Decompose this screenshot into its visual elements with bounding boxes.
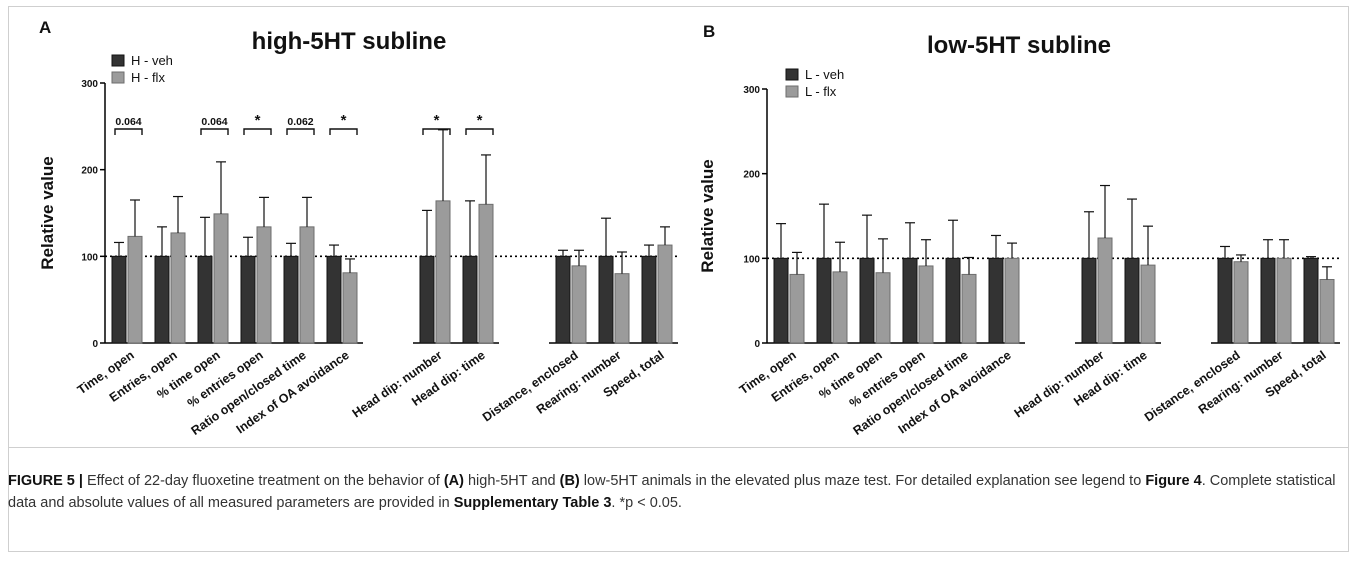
legend-label: L - veh [805, 67, 844, 82]
significance-label: 0.064 [115, 116, 141, 128]
bar [657, 244, 673, 344]
y-tick-label: 0 [92, 339, 98, 350]
bar [961, 273, 977, 344]
bar [789, 273, 805, 344]
caption-text-3: low-5HT animals in the elevated plus maz… [579, 473, 1146, 489]
y-tick-label: 100 [743, 254, 760, 265]
y-tick-label: 100 [81, 252, 98, 263]
legend-label: H - veh [131, 53, 173, 68]
legend-swatch [111, 54, 125, 67]
bar [598, 255, 614, 344]
caption-text-1: Effect of 22-day fluoxetine treatment on… [82, 473, 444, 489]
panel-label-A: A [39, 18, 51, 37]
significance-label: * [341, 112, 347, 129]
bar [111, 255, 127, 344]
caption-supplementary-ref: Supplementary Table 3 [453, 495, 612, 511]
bar [326, 255, 342, 344]
bar [918, 265, 934, 344]
significance-bracket [114, 128, 143, 135]
significance-bracket [422, 128, 451, 135]
bar [154, 255, 170, 344]
x-tick-label: Head dip: time [409, 348, 488, 409]
bar [462, 255, 478, 344]
legend-swatch [111, 71, 125, 84]
y-axis-label: Relative value [38, 156, 57, 269]
significance-bracket [465, 128, 494, 135]
bar [256, 226, 272, 344]
significance-bracket [243, 128, 272, 135]
bar [1004, 257, 1020, 344]
caption-label: FIGURE 5 | [8, 473, 83, 489]
chart-title: low-5HT subline [927, 32, 1111, 59]
bar [342, 272, 358, 344]
bar [1081, 257, 1097, 344]
bar [283, 255, 299, 344]
bar [1140, 264, 1156, 344]
significance-label: * [255, 112, 261, 129]
legend-swatch [785, 85, 799, 98]
y-tick-label: 200 [81, 166, 98, 177]
legend-swatch [785, 68, 799, 81]
chart-title: high-5HT subline [252, 28, 447, 55]
legend-label: H - flx [131, 70, 165, 85]
bar [478, 203, 494, 344]
bar [816, 257, 832, 344]
significance-label: * [434, 112, 440, 129]
significance-label: 0.064 [201, 116, 227, 128]
significance-label: 0.062 [287, 116, 313, 128]
bar [213, 213, 229, 344]
y-tick-label: 300 [743, 85, 760, 96]
bar [1124, 257, 1140, 344]
significance-bracket [329, 128, 358, 135]
bar [1276, 257, 1292, 344]
bar [1319, 279, 1335, 344]
bar [832, 271, 848, 344]
caption-text-4: . Complete statistical data and absolute… [8, 473, 1336, 511]
bar [773, 257, 789, 344]
caption-ref-b: (B) [559, 473, 580, 489]
significance-label: * [477, 112, 483, 129]
significance-bracket [286, 128, 315, 135]
bar [1260, 257, 1276, 344]
bar [902, 257, 918, 344]
bar [299, 226, 315, 344]
bar [859, 257, 875, 344]
bar [1097, 237, 1113, 344]
bar [1303, 257, 1319, 344]
y-axis-label: Relative value [698, 159, 717, 272]
bar [875, 272, 891, 344]
x-tick-label: Head dip: time [1071, 348, 1150, 409]
bar [614, 273, 630, 344]
bar [1217, 257, 1233, 344]
bar [197, 255, 213, 344]
bar [571, 265, 587, 344]
caption-box [8, 446, 1349, 552]
bar [555, 255, 571, 344]
bar [1233, 261, 1249, 344]
bar [435, 200, 451, 344]
y-tick-label: 300 [81, 79, 98, 90]
bar [170, 232, 186, 344]
caption-text-2: high-5HT and [463, 473, 560, 489]
caption-text-5: . *p < 0.05. [611, 495, 682, 511]
figure-caption: FIGURE 5 | Effect of 22-day fluoxetine t… [8, 470, 1338, 514]
bar [240, 255, 256, 344]
y-tick-label: 200 [743, 170, 760, 181]
bar [945, 257, 961, 344]
bar [127, 235, 143, 344]
caption-figure-ref: Figure 4 [1145, 473, 1202, 489]
bar [419, 255, 435, 344]
caption-ref-a: (A) [443, 473, 464, 489]
y-tick-label: 0 [754, 339, 760, 350]
bar [641, 255, 657, 344]
panel-label-B: B [703, 22, 715, 41]
legend-label: L - flx [805, 84, 837, 99]
bar [988, 257, 1004, 344]
significance-bracket [200, 128, 229, 135]
